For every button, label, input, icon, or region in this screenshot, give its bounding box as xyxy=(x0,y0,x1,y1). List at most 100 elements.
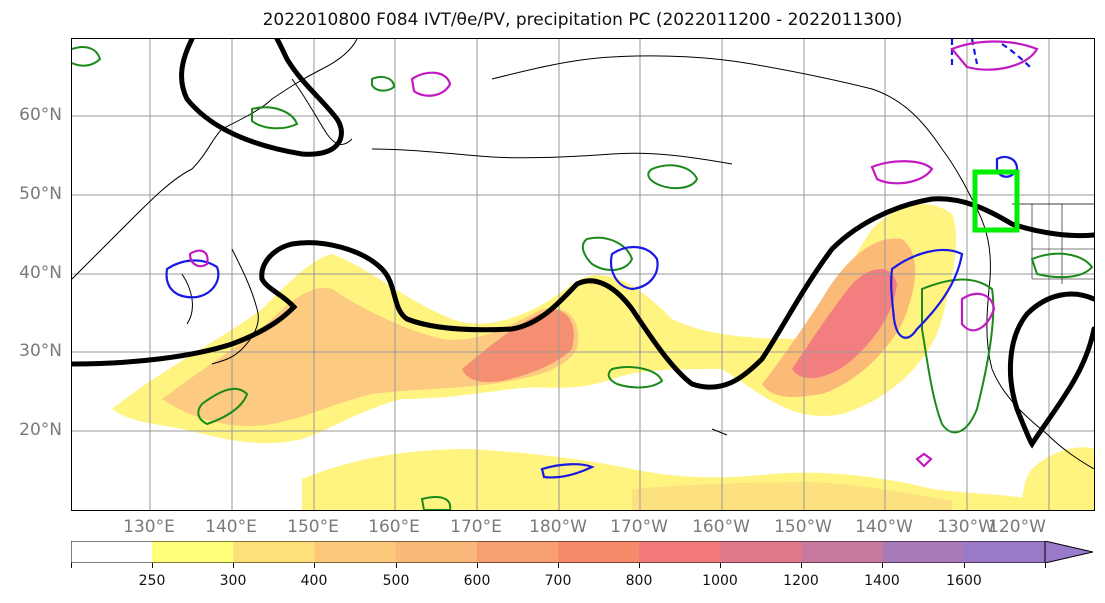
colorbar-label-1600: 1600 xyxy=(946,573,982,589)
colorbar-tick xyxy=(1045,563,1046,568)
graticule xyxy=(72,39,1094,510)
colorbar-bin xyxy=(720,541,802,563)
colorbar-outline xyxy=(71,541,1046,563)
precip-contour-3 xyxy=(647,164,699,190)
colorbar-extend-arrow xyxy=(1044,541,1093,563)
theta-e-contour xyxy=(72,39,1094,449)
precip-contour-6 xyxy=(1030,252,1094,279)
lon-label-120w: 120°W xyxy=(988,517,1046,537)
lon-label-180w: 180°W xyxy=(529,517,587,537)
lon-label-150w: 150°W xyxy=(774,517,832,537)
pv-contour-east xyxy=(890,249,964,339)
coast-asia xyxy=(72,39,358,280)
precip-contour-10 xyxy=(420,496,452,510)
coast-alaska xyxy=(491,55,978,210)
map-canvas xyxy=(72,39,1094,510)
colorbar-bins xyxy=(71,541,1093,563)
colorbar-bin xyxy=(476,541,559,563)
us-states xyxy=(1031,204,1094,284)
coast-korea-japan xyxy=(181,248,259,365)
pv-contour-magenta-2 xyxy=(870,160,934,185)
colorbar-label-300: 300 xyxy=(219,573,247,589)
colorbar-extend-bin xyxy=(1045,541,1093,563)
colorbar-tick xyxy=(314,563,315,568)
colorbar-label-1200: 1200 xyxy=(783,573,819,589)
pv-contour-magenta-4 xyxy=(960,292,996,332)
precip-contour-1 xyxy=(197,387,249,426)
colorbar-bin xyxy=(639,541,721,563)
lon-label-160e: 160°E xyxy=(368,517,420,537)
theta-e-line-main xyxy=(72,196,1094,390)
theta-e-line-north xyxy=(179,39,344,157)
precip-contour-2 xyxy=(581,236,634,271)
precip-contour-5 xyxy=(921,278,995,434)
colorbar-label-700: 700 xyxy=(544,573,572,589)
colorbar-tick xyxy=(882,563,883,568)
lat-label-60n: 60°N xyxy=(19,105,62,125)
precip-contour-9 xyxy=(371,76,396,92)
colorbar-label-1000: 1000 xyxy=(702,573,738,589)
target-region-box xyxy=(972,169,1020,233)
precip-contours xyxy=(72,46,1094,510)
colorbar-bin xyxy=(558,541,640,563)
figure-title: 2022010800 F084 IVT/θe/PV, precipitation… xyxy=(262,10,903,30)
pv-contour-magenta-1 xyxy=(410,71,452,97)
colorbar-label-500: 500 xyxy=(382,573,410,589)
colorbar-bin xyxy=(314,541,397,563)
lat-label-40n: 40°N xyxy=(19,263,62,283)
lat-label-50n: 50°N xyxy=(19,184,62,204)
pv-contour-central xyxy=(609,246,659,291)
pv-contours-magenta xyxy=(188,40,1039,468)
colorbar-tick xyxy=(233,563,234,568)
theta-e-line-east xyxy=(1008,291,1094,449)
ivt-plume-central-mid xyxy=(462,309,574,383)
colorbar-tick xyxy=(639,563,640,568)
colorbar-bin xyxy=(71,541,153,563)
colorbar-bin xyxy=(963,541,1046,563)
lon-label-170e: 170°E xyxy=(450,517,502,537)
lon-label-130w: 130°W xyxy=(937,517,995,537)
colorbar-label-1400: 1400 xyxy=(864,573,900,589)
coast-north-america xyxy=(976,208,1094,470)
colorbar-tick xyxy=(558,563,559,568)
lon-label-160w: 160°W xyxy=(692,517,750,537)
pv-contour-magenta-5 xyxy=(950,40,1039,71)
colorbar-tick xyxy=(720,563,721,568)
ivt-plume-west-mid xyxy=(162,287,579,427)
colorbar-tick xyxy=(71,563,72,568)
colorbar-tick xyxy=(801,563,802,568)
pv-contour-magenta-6 xyxy=(915,452,933,468)
precip-contour-7 xyxy=(251,106,299,130)
colorbar-label-600: 600 xyxy=(463,573,491,589)
colorbar-label-800: 800 xyxy=(625,573,653,589)
colorbar-bin xyxy=(233,541,315,563)
colorbar-label-400: 400 xyxy=(300,573,328,589)
colorbar-tick xyxy=(477,563,478,568)
coastlines xyxy=(72,39,1094,470)
map-panel xyxy=(71,38,1095,511)
colorbar-tick xyxy=(964,563,965,568)
colorbar-bin xyxy=(882,541,965,563)
ivt-band-south-mid xyxy=(632,482,952,510)
lon-label-140w: 140°W xyxy=(855,517,913,537)
lat-label-20n: 20°N xyxy=(19,420,62,440)
ivt-patch-east xyxy=(1022,447,1094,510)
lon-label-140e: 140°E xyxy=(205,517,257,537)
colorbar-label-250: 250 xyxy=(138,573,166,589)
precip-contour-4 xyxy=(607,366,664,389)
lon-label-130e: 130°E xyxy=(123,517,175,537)
pv-contour-pnw xyxy=(995,155,1019,178)
precip-contour-8 xyxy=(72,46,102,67)
ivt-plume-east-core xyxy=(792,269,897,379)
pv-contour-south xyxy=(540,463,595,479)
lon-label-150e: 150°E xyxy=(287,517,339,537)
colorbar-bin xyxy=(152,541,234,563)
colorbar-tick xyxy=(396,563,397,568)
colorbar-bin xyxy=(395,541,478,563)
coast-kamchatka xyxy=(291,78,353,145)
colorbar xyxy=(71,541,1093,563)
lat-label-30n: 30°N xyxy=(19,341,62,361)
coast-hawaii xyxy=(711,428,728,436)
coast-aleutians xyxy=(371,148,733,165)
pv-contour-japan xyxy=(165,259,220,299)
